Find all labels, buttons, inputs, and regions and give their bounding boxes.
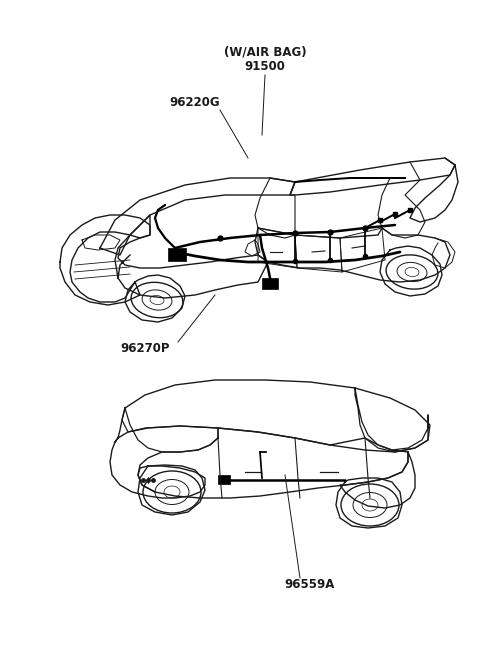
FancyBboxPatch shape bbox=[262, 278, 278, 289]
Text: (W/AIR BAG): (W/AIR BAG) bbox=[224, 45, 306, 58]
Text: 96220G: 96220G bbox=[170, 96, 220, 110]
FancyBboxPatch shape bbox=[168, 248, 186, 261]
Text: 96270P: 96270P bbox=[120, 342, 170, 354]
Text: 91500: 91500 bbox=[245, 60, 286, 73]
FancyBboxPatch shape bbox=[218, 475, 230, 484]
Text: 96559A: 96559A bbox=[285, 579, 335, 592]
